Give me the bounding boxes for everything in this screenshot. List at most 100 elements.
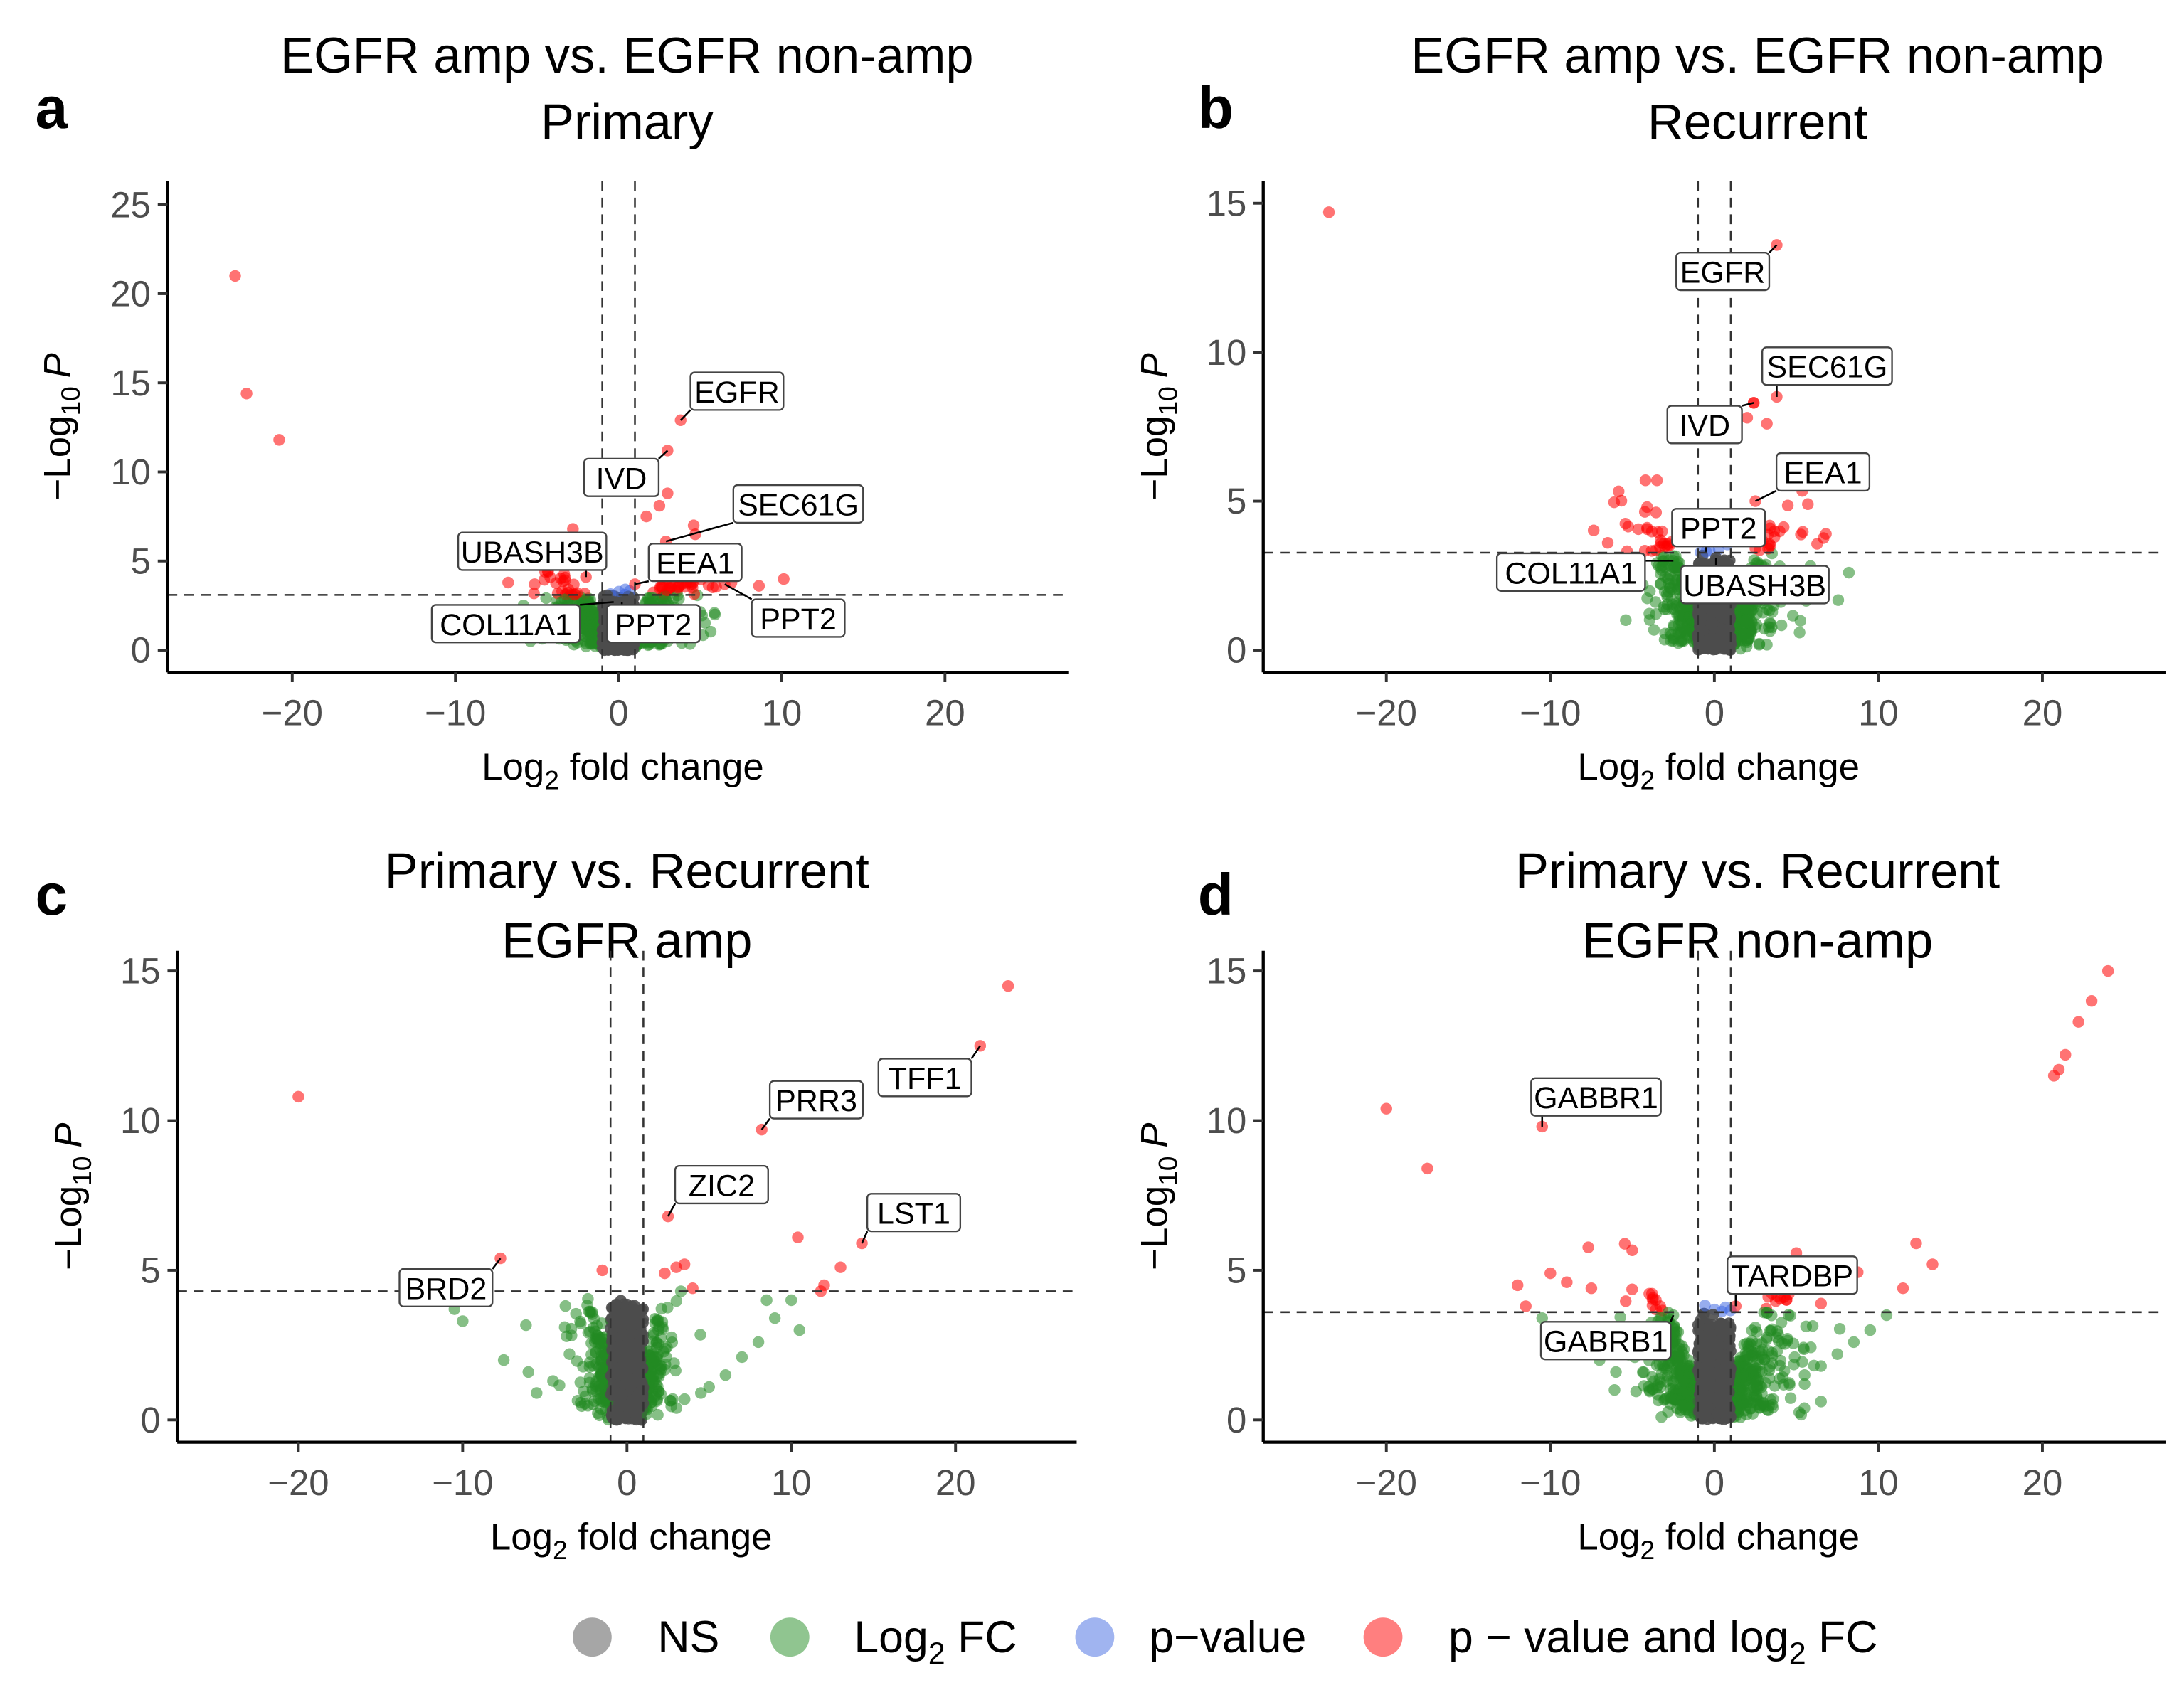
point-fc [651,1314,664,1327]
outlier-point [768,1312,781,1324]
point-both [1626,1244,1638,1257]
point-ns [606,1331,619,1343]
outlier-point [709,608,721,621]
point-ns [1698,635,1711,647]
x-tick-label: 20 [2023,693,2063,733]
point-ns [1717,1366,1729,1378]
legend-swatch [1075,1617,1115,1657]
x-tick-label: −10 [1520,693,1581,733]
x-axis-label: Log2 fold change [1577,1516,1860,1565]
x-tick-label: −10 [425,693,486,733]
point-fc [1655,1411,1668,1423]
outlier-point [531,1387,543,1399]
outlier-point [662,487,674,499]
x-tick-label: 20 [935,1462,976,1503]
legend-item: p−value [1075,1612,1306,1662]
y-axis-label: −Log10P [1134,1123,1183,1270]
outlier-point [497,1354,510,1366]
gene-label-text: COL11A1 [440,608,572,642]
x-axis-label: Log2 fold change [1577,746,1860,795]
outlier-point [2101,964,2114,977]
outlier-point [1741,412,1754,424]
legend-swatch [572,1617,612,1657]
gene-label-text: PPT2 [1680,512,1757,546]
label-connector [724,583,753,600]
x-tick-label: −20 [262,693,323,733]
outlier-point [1585,1282,1598,1295]
x-tick-label: 20 [925,693,965,733]
x-tick-label: −20 [267,1462,329,1503]
point-both [1781,499,1794,511]
point-ns [616,1400,628,1412]
point-fc [652,1338,664,1351]
gene-label-text: LST1 [877,1197,950,1231]
legend-label: Log2 FC [854,1612,1017,1671]
y-tick-label: 15 [120,951,161,992]
x-tick-label: 10 [771,1462,812,1503]
point-both [528,587,540,600]
point-fc [583,1356,596,1369]
point-fc [1832,594,1845,606]
y-tick-label: 5 [140,1250,160,1291]
point-both [661,584,673,597]
point-fc [1766,606,1779,618]
gene-label-text: BRD2 [405,1272,487,1306]
point-both [1811,538,1823,550]
point-fc [1678,625,1691,637]
gene-label: PPT2 [724,583,846,638]
gene-label-text: PPT2 [615,608,692,642]
point-ns [618,642,631,654]
panel-title-line2: Recurrent [1648,94,1868,150]
point-fc [1750,618,1762,631]
panel-letter: a [36,76,69,141]
point-ns [613,1341,626,1353]
point-fc [1753,637,1766,650]
point-fc [652,1324,664,1336]
y-tick-label: 10 [120,1100,161,1141]
panel-title-line2: EGFR amp [502,913,752,969]
label-connector [1754,489,1777,502]
point-fc [1742,1340,1754,1352]
point-ns [1714,629,1727,642]
y-tick-label: 10 [110,452,151,492]
point-fc [561,1330,573,1342]
point-both [1626,1283,1638,1295]
gene-label-text: SEC61G [1766,351,1887,385]
gene-label: IVD [1666,402,1754,445]
point-fc [1638,1380,1650,1392]
gene-label-text: TARDBP [1732,1260,1853,1294]
gene-label: EGFR [1675,244,1778,292]
point-fc [1638,1366,1650,1378]
x-axis-label: Log2 fold change [482,746,764,795]
point-fc [1665,1392,1677,1405]
outlier-point [240,388,253,400]
point-fc [559,1300,572,1312]
gene-label: ZIC2 [667,1164,769,1217]
gene-label: SEC61G [665,484,864,543]
outlier-point [2047,1070,2060,1082]
point-both [1622,521,1634,533]
y-tick-label: 20 [110,274,151,314]
x-tick-label: 0 [1705,1462,1724,1503]
gene-label: GABRB1 [1539,1314,1675,1361]
outlier-point [1864,1324,1877,1336]
point-fc [1620,614,1632,627]
x-tick-label: 0 [608,693,628,733]
point-ns [635,1327,647,1339]
point-ns [615,1410,627,1423]
point-fc [1650,607,1662,620]
point-ns [610,1310,622,1323]
point-both [1656,525,1668,538]
legend-label: p − value and log2 FC [1448,1612,1877,1671]
y-tick-label: 5 [131,541,151,581]
outlier-point [2060,1048,2072,1061]
outlier-point [292,1090,304,1103]
point-fc [694,1329,706,1341]
point-fc [520,1319,532,1332]
y-tick-label: 10 [1207,332,1247,373]
outlier-point [1831,1348,1843,1360]
outlier-point [640,510,652,523]
point-fc [1749,1365,1762,1377]
point-fc [1773,1334,1785,1347]
